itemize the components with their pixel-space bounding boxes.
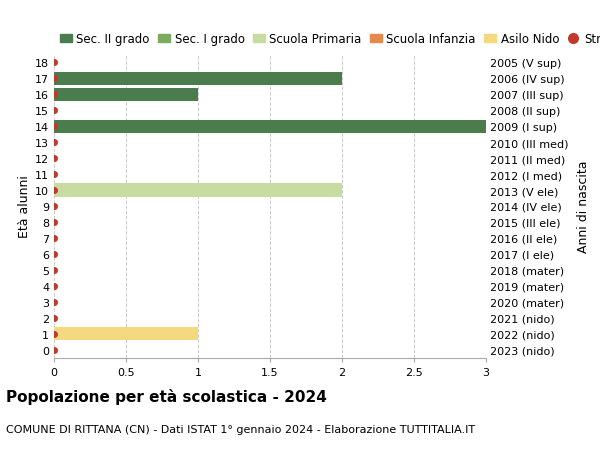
Bar xyxy=(54,328,198,341)
Text: Popolazione per età scolastica - 2024: Popolazione per età scolastica - 2024 xyxy=(6,388,327,404)
Y-axis label: Anni di nascita: Anni di nascita xyxy=(577,160,590,253)
Bar xyxy=(54,89,198,101)
Text: COMUNE DI RITTANA (CN) - Dati ISTAT 1° gennaio 2024 - Elaborazione TUTTITALIA.IT: COMUNE DI RITTANA (CN) - Dati ISTAT 1° g… xyxy=(6,425,475,435)
Y-axis label: Età alunni: Età alunni xyxy=(18,175,31,238)
Bar xyxy=(54,184,342,197)
Bar xyxy=(54,120,486,134)
Bar xyxy=(54,73,342,85)
Legend: Sec. II grado, Sec. I grado, Scuola Primaria, Scuola Infanzia, Asilo Nido, Stran: Sec. II grado, Sec. I grado, Scuola Prim… xyxy=(60,33,600,46)
